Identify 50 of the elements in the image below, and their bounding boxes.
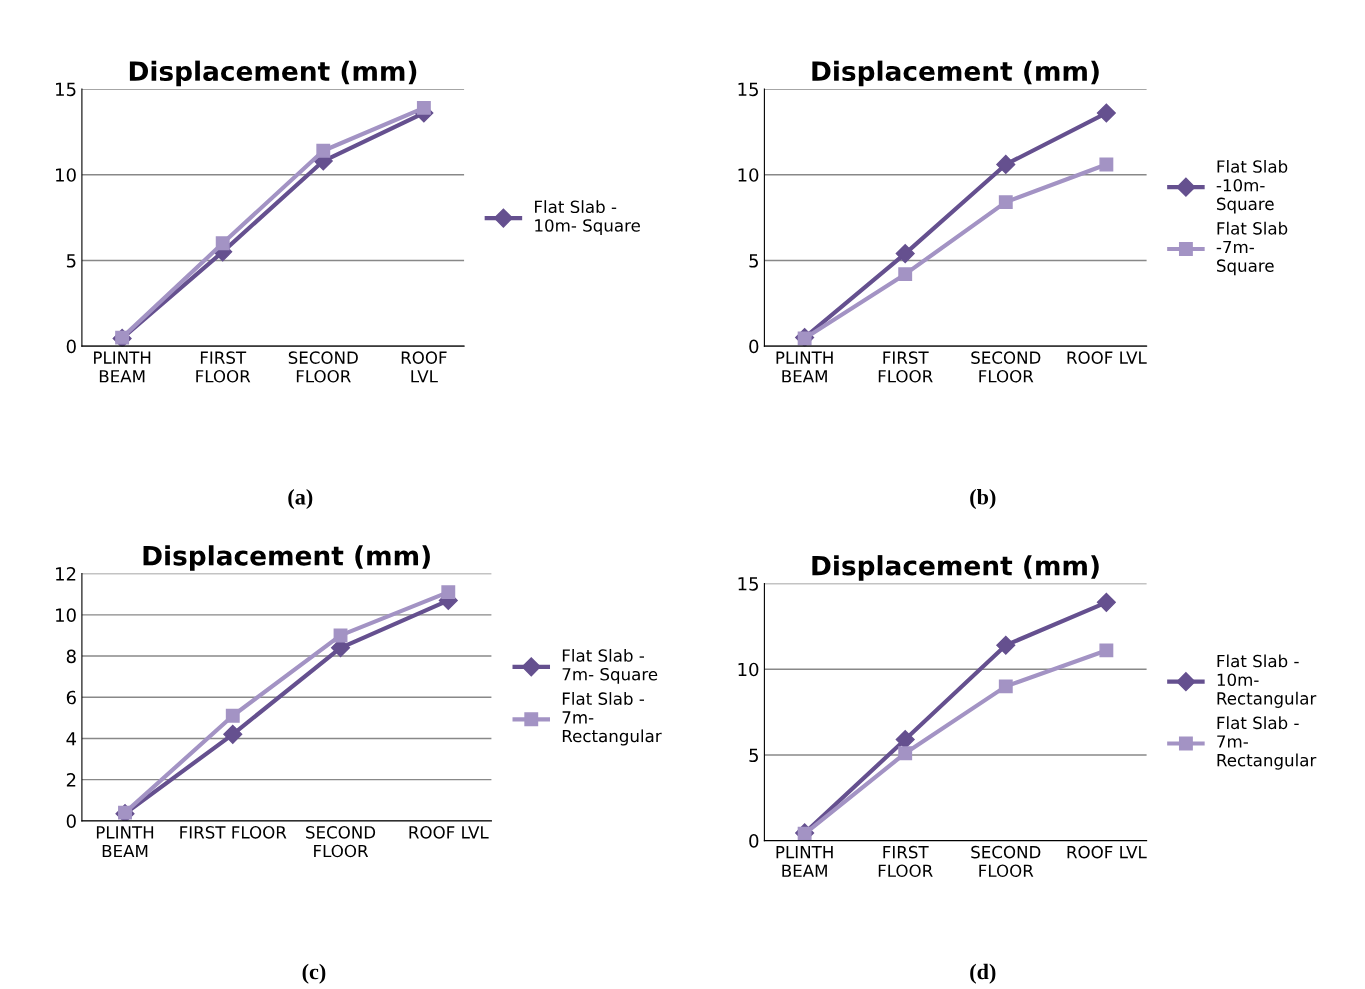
x-tick-label: ROOF LVL	[409, 826, 489, 839]
legend-label: Flat Slab -7m- Square	[1216, 221, 1288, 276]
x-tick-label: ROOF LVL	[1067, 845, 1147, 859]
x-tick-label: ROOF LVL	[1067, 351, 1147, 364]
chart-title: Displacement (mm)	[812, 555, 1099, 581]
x-tick-label: PLINTH BEAM	[96, 826, 154, 858]
y-tick-label: 0	[66, 339, 76, 354]
x-tick-label: FIRST FLOOR	[180, 826, 287, 839]
legend-label: Flat Slab - 7m- Rectangular	[1217, 716, 1317, 770]
y-tick-label: 10	[738, 168, 759, 182]
x-tick-label: FIRST FLOOR	[878, 845, 933, 878]
legend-label: Flat Slab - 7m- Rectangular	[562, 692, 662, 746]
y-tick-label: 15	[738, 577, 758, 591]
x-tick-label: PLINTH BEAM	[776, 351, 833, 383]
y-tick-label: 12	[56, 567, 76, 581]
legend-label: Flat Slab - 7m- Square	[562, 648, 658, 684]
y-tick-label: 15	[738, 82, 758, 97]
chart-title: Displacement (mm)	[143, 545, 430, 571]
y-tick-label: 8	[66, 649, 76, 664]
legend-label: Flat Slab -10m- Square	[1216, 159, 1288, 214]
y-tick-label: 10	[56, 608, 76, 622]
y-tick-label: 2	[66, 773, 76, 787]
y-tick-label: 4	[66, 732, 77, 746]
y-tick-label: 0	[749, 834, 759, 848]
x-tick-label: SECOND FLOOR	[288, 351, 358, 383]
chart-title: Displacement (mm)	[129, 60, 417, 87]
legend-label: Flat Slab - 10m- Rectangular	[1217, 654, 1317, 708]
x-tick-label: PLINTH BEAM	[776, 846, 833, 877]
y-tick-label: 5	[749, 748, 758, 763]
x-tick-label: SECOND FLOOR	[306, 826, 376, 858]
y-tick-label: 6	[66, 690, 76, 705]
text: (d)	[970, 963, 996, 984]
text: (c)	[302, 963, 326, 984]
y-tick-label: 10	[738, 662, 759, 677]
x-tick-label: SECOND FLOOR	[971, 351, 1041, 383]
text: (a)	[288, 488, 313, 510]
y-tick-label: 15	[56, 82, 76, 97]
x-tick-label: ROOF LVL	[401, 351, 447, 383]
x-tick-label: FIRST FLOOR	[196, 351, 251, 383]
chart-title: Displacement (mm)	[812, 60, 1099, 87]
x-tick-label: SECOND FLOOR	[971, 845, 1041, 878]
x-tick-label: PLINTH BEAM	[94, 351, 151, 383]
y-tick-label: 5	[66, 254, 76, 268]
x-tick-label: FIRST FLOOR	[878, 351, 933, 383]
y-tick-label: 5	[749, 254, 758, 268]
text: (b)	[970, 488, 996, 510]
legend-label: Flat Slab - 10m- Square	[535, 200, 640, 235]
y-tick-label: 10	[56, 168, 76, 182]
y-tick-label: 0	[749, 339, 759, 354]
y-tick-label: 0	[66, 814, 76, 828]
